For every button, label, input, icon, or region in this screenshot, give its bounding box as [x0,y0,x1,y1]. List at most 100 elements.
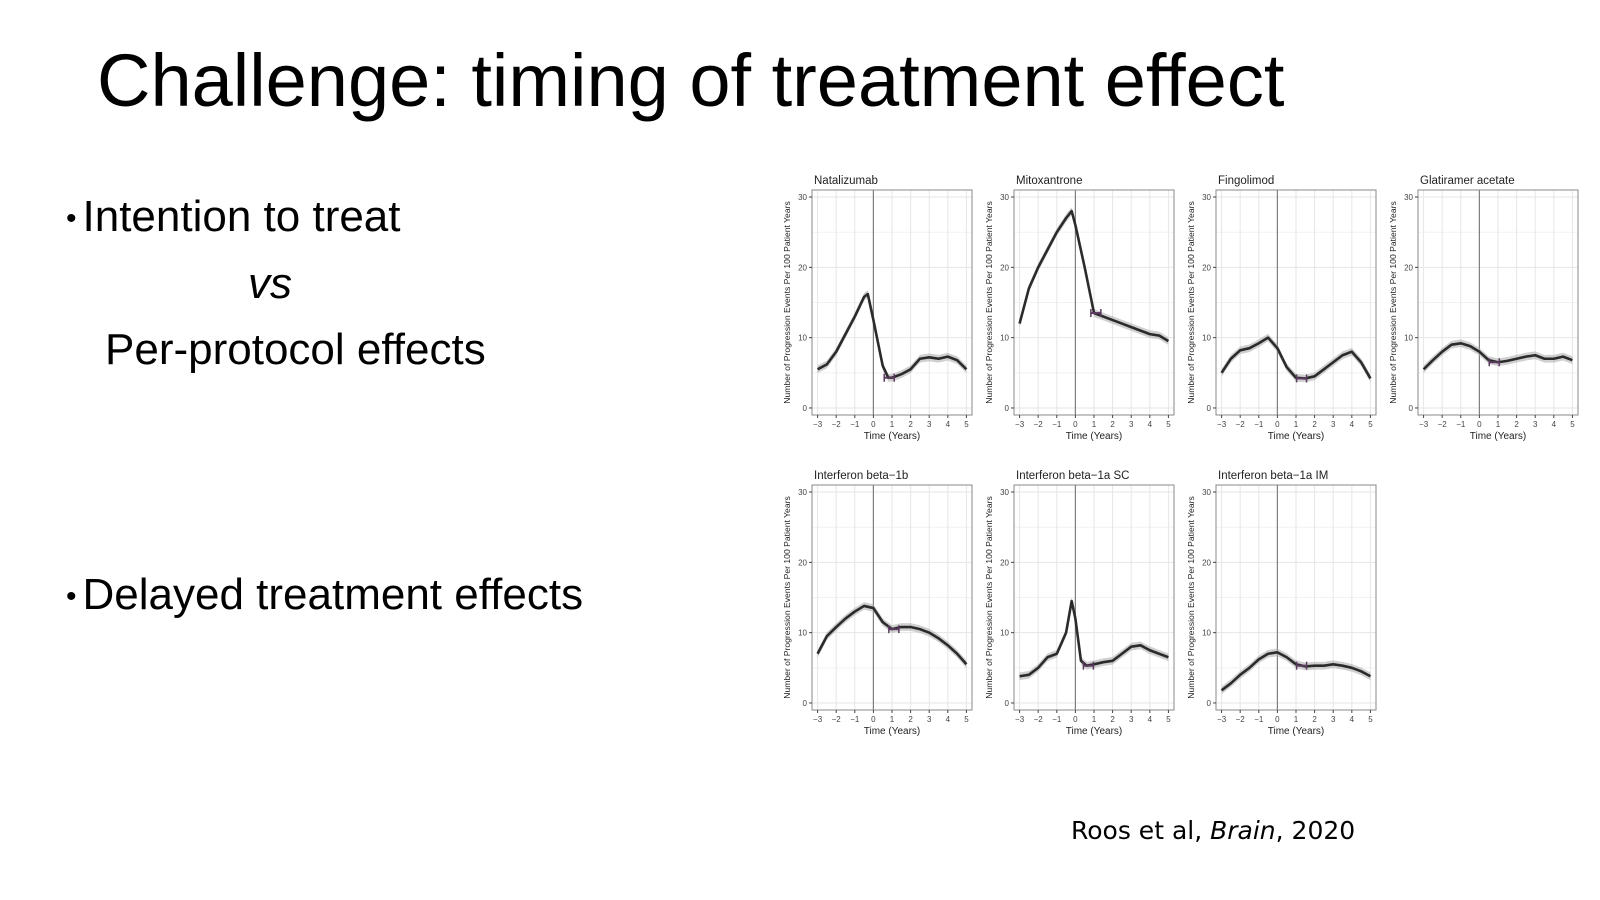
chart-panel: Interferon beta−1a SC 0 10 20 30 −3 −2 −1 0 1 2 3 4 5… [984,470,1175,737]
y-tick-label: 30 [798,193,807,202]
panel-title: Fingolimod [1218,175,1274,187]
y-tick-label: 0 [803,404,808,413]
y-tick-label: 10 [1404,334,1413,343]
y-tick-label: 30 [1202,488,1211,497]
x-tick-label: 5 [964,420,969,429]
y-tick-label: 10 [1202,334,1211,343]
y-tick-label: 20 [1404,263,1413,272]
x-tick-label: 5 [1368,420,1373,429]
y-tick-label: 30 [1404,193,1413,202]
x-tick-label: 2 [1514,420,1519,429]
x-tick-label: 2 [1312,715,1317,724]
x-axis-label: Time (Years) [1066,726,1123,737]
x-tick-label: 3 [1533,420,1538,429]
x-tick-label: 2 [1312,420,1317,429]
chart-panel: Fingolimod 0 10 20 30 −3 −2 −1 0 1 2 3 4 5 Time (Years… [1186,175,1377,442]
y-tick-label: 10 [798,334,807,343]
x-tick-label: −3 [1217,715,1227,724]
y-tick-label: 30 [1202,193,1211,202]
x-tick-label: 2 [908,715,913,724]
panel-title: Glatiramer acetate [1420,175,1515,187]
y-tick-label: 10 [798,629,807,638]
x-tick-label: −1 [1456,420,1466,429]
x-tick-label: −2 [1236,715,1246,724]
citation: Roos et al, Brain, 2020 [1071,816,1355,845]
x-tick-label: 1 [1092,715,1097,724]
x-tick-label: 0 [1073,715,1078,724]
x-axis-label: Time (Years) [864,726,921,737]
x-tick-label: 0 [871,420,876,429]
x-tick-label: −3 [1015,715,1025,724]
bullet-dot-icon: • [66,202,77,236]
chart-panel: Interferon beta−1a IM 0 10 20 30 −3 −2 −1 0 1 2 3 4 5… [1186,470,1377,737]
confidence-ribbon [817,602,967,669]
y-tick-label: 20 [1202,263,1211,272]
x-tick-label: 1 [890,715,895,724]
x-tick-label: 3 [1331,715,1336,724]
chart-panel: Interferon beta−1b 0 10 20 30 −3 −2 −1 0 1 2 3 4 5 Tim… [782,470,973,737]
y-tick-label: 20 [798,263,807,272]
panel-title: Interferon beta−1a IM [1218,470,1328,482]
bullet-dot-icon: • [66,580,77,614]
x-tick-label: −1 [850,715,860,724]
x-tick-label: −1 [1052,715,1062,724]
x-tick-label: 3 [927,420,932,429]
x-tick-label: 3 [1331,420,1336,429]
x-tick-label: 4 [1148,715,1153,724]
x-tick-label: 5 [1570,420,1575,429]
x-tick-label: 3 [927,715,932,724]
x-tick-label: 4 [1350,715,1355,724]
chart-panel: Glatiramer acetate 0 10 20 30 −3 −2 −1 0 1 2 3 4 5 Tim… [1388,175,1579,442]
x-tick-label: −1 [1254,715,1264,724]
x-tick-label: 5 [1166,715,1171,724]
x-tick-label: 4 [1552,420,1557,429]
y-axis-label: Number of Progression Events Per 100 Pat… [1388,201,1398,404]
y-axis-label: Number of Progression Events Per 100 Pat… [782,201,792,404]
y-tick-label: 20 [798,558,807,567]
x-tick-label: −3 [813,420,823,429]
x-tick-label: 5 [1166,420,1171,429]
x-tick-label: 1 [1092,420,1097,429]
bullet-text: Delayed treatment effects [82,570,584,619]
x-tick-label: 4 [1148,420,1153,429]
x-tick-label: −2 [1438,420,1448,429]
x-tick-label: 0 [1275,420,1280,429]
y-tick-label: 0 [1005,699,1010,708]
x-tick-label: 0 [1477,420,1482,429]
y-axis-label: Number of Progression Events Per 100 Pat… [1186,496,1196,699]
x-tick-label: −2 [1236,420,1246,429]
x-tick-label: 4 [946,715,951,724]
confidence-ribbon [1221,333,1371,383]
y-tick-label: 0 [1207,699,1212,708]
x-tick-label: −3 [813,715,823,724]
x-tick-label: 4 [946,420,951,429]
y-tick-label: 0 [1207,404,1212,413]
citation-authors: Roos et al, [1071,816,1211,845]
citation-year: , 2020 [1275,816,1356,845]
y-tick-label: 10 [1202,629,1211,638]
confidence-ribbon [817,290,967,382]
y-tick-label: 10 [1000,334,1009,343]
confidence-ribbon [1423,339,1573,374]
x-tick-label: −2 [1034,715,1044,724]
series-line [1018,209,1170,343]
x-tick-label: 1 [1294,715,1299,724]
y-tick-label: 0 [1409,404,1414,413]
panel-title: Interferon beta−1a SC [1016,470,1129,482]
x-tick-label: −3 [1015,420,1025,429]
x-tick-label: 2 [1110,715,1115,724]
panel-title: Interferon beta−1b [814,470,908,482]
y-tick-label: 0 [803,699,808,708]
x-axis-label: Time (Years) [1268,726,1325,737]
x-tick-label: 1 [1496,420,1501,429]
x-axis-label: Time (Years) [1268,431,1325,442]
x-tick-label: 0 [871,715,876,724]
slide-title: Challenge: timing of treatment effect [97,39,1285,122]
y-tick-label: 20 [1202,558,1211,567]
x-tick-label: 5 [1368,715,1373,724]
x-tick-label: −1 [1052,420,1062,429]
versus-label: vs [248,259,292,308]
y-tick-label: 30 [1000,488,1009,497]
x-tick-label: −1 [850,420,860,429]
